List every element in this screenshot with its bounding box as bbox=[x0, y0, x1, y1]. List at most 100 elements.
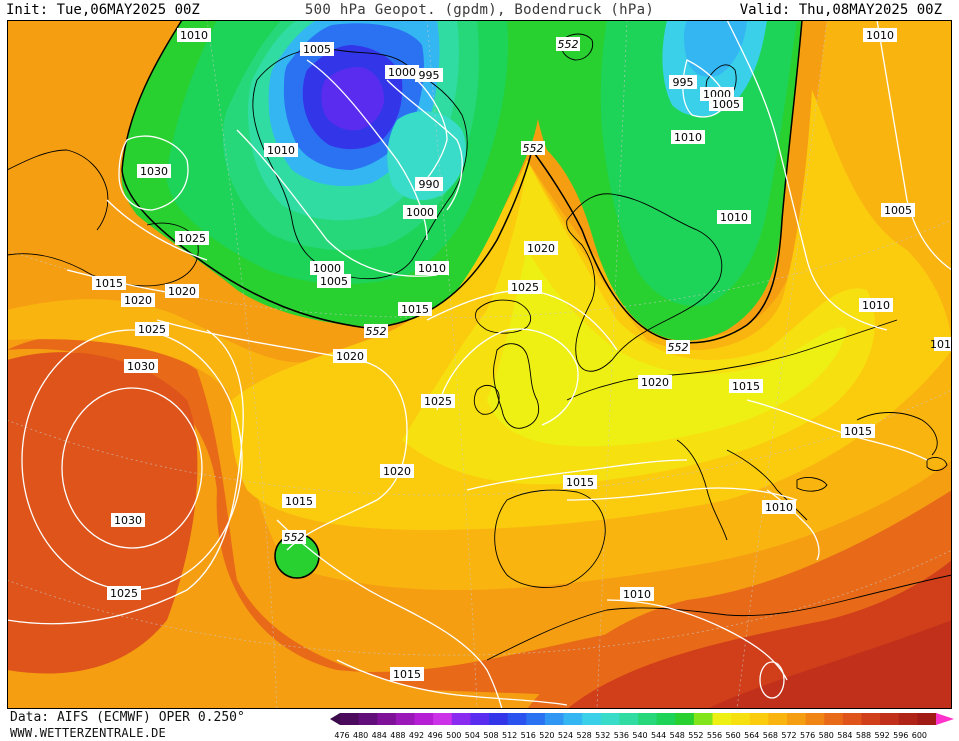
isobar-label-11: 1020 bbox=[121, 293, 155, 307]
colorbar-tick-label: 524 bbox=[558, 731, 573, 740]
colorbar-tick-label: 480 bbox=[353, 731, 368, 740]
isobar-label-20: 1020 bbox=[333, 349, 367, 363]
isobar-label-41: 1010 bbox=[930, 337, 952, 351]
svg-text:1020: 1020 bbox=[641, 376, 669, 389]
isobar-label-37: 1020 bbox=[638, 375, 672, 389]
colorbar-tick-label: 596 bbox=[893, 731, 908, 740]
colorbar-tick-label: 492 bbox=[409, 731, 424, 740]
colorbar-cell bbox=[451, 713, 471, 725]
isobar-label-1: 1010 bbox=[177, 28, 211, 42]
svg-text:1030: 1030 bbox=[127, 360, 155, 373]
valid-time-label: Valid: Thu,08MAY2025 00Z bbox=[739, 2, 942, 18]
coast-labrador bbox=[7, 149, 109, 231]
isobar-1020 bbox=[156, 319, 408, 551]
svg-text:1025: 1025 bbox=[178, 232, 206, 245]
coast-iberia bbox=[494, 489, 606, 588]
coast-europe bbox=[566, 319, 898, 401]
colorbar-tick-label: 476 bbox=[334, 731, 349, 740]
isobar-label-36: 1010 bbox=[717, 210, 751, 224]
isobar-1010-greece bbox=[766, 489, 820, 561]
isobar-label-14: 1000 bbox=[310, 261, 344, 275]
svg-text:1015: 1015 bbox=[95, 277, 123, 290]
colorbar-cell bbox=[861, 713, 881, 725]
isobar-label-4: 1000 bbox=[385, 65, 419, 79]
fill-548-east bbox=[600, 20, 797, 306]
isobar-label-29: 1010 bbox=[762, 500, 796, 514]
svg-text:1015: 1015 bbox=[393, 668, 421, 681]
isobar-1000-greenland bbox=[386, 79, 463, 211]
colorbar-over-arrow bbox=[936, 713, 954, 725]
isobar-label-13: 1025 bbox=[135, 322, 169, 336]
isobar-1015-africa bbox=[336, 659, 568, 706]
svg-text:1025: 1025 bbox=[511, 281, 539, 294]
svg-text:1010: 1010 bbox=[267, 144, 295, 157]
colorbar-cell bbox=[600, 713, 620, 725]
isobar-1030-labrador bbox=[118, 135, 189, 211]
colorbar-cell bbox=[731, 713, 751, 725]
colorbar-cell bbox=[712, 713, 732, 725]
colorbar-cell bbox=[582, 713, 602, 725]
svg-text:1015: 1015 bbox=[401, 303, 429, 316]
isobar-label-7: 990 bbox=[415, 177, 443, 191]
coast-africa bbox=[486, 574, 952, 661]
colorbar-tick-label: 552 bbox=[688, 731, 703, 740]
isobar-high-atlantic bbox=[61, 387, 203, 549]
colorbar-under-arrow bbox=[330, 713, 340, 725]
colorbar-tick-label: 580 bbox=[819, 731, 834, 740]
svg-text:552: 552 bbox=[668, 341, 689, 354]
svg-text:1005: 1005 bbox=[303, 43, 331, 56]
svg-text:552: 552 bbox=[523, 142, 544, 155]
colorbar-tick-label: 512 bbox=[502, 731, 517, 740]
svg-text:1000: 1000 bbox=[313, 262, 341, 275]
colorbar-cell bbox=[395, 713, 415, 725]
colorbar-tick-label: 484 bbox=[372, 731, 387, 740]
svg-text:1020: 1020 bbox=[383, 465, 411, 478]
colorbar-cell bbox=[544, 713, 564, 725]
svg-text:1010: 1010 bbox=[765, 501, 793, 514]
color-legend: 476 480 484 488 492 496 500 504 508 512 516 520 524 5… bbox=[330, 713, 954, 740]
colorbar-cell bbox=[842, 713, 862, 725]
colorbar-cell bbox=[917, 713, 937, 725]
fill-560 bbox=[487, 250, 847, 447]
colorbar-tick-label: 520 bbox=[539, 731, 554, 740]
geopot-label-3: 552 bbox=[364, 324, 388, 338]
svg-text:1025: 1025 bbox=[138, 323, 166, 336]
svg-text:1025: 1025 bbox=[424, 395, 452, 408]
svg-text:995: 995 bbox=[419, 69, 440, 82]
colorbar-tick-label: 540 bbox=[632, 731, 647, 740]
geopot-label-1: 552 bbox=[556, 37, 580, 51]
svg-text:1010: 1010 bbox=[180, 29, 208, 42]
isobar-label-2: 1005 bbox=[300, 42, 334, 56]
coast-cyprus bbox=[926, 457, 948, 471]
fill-cutoff-low bbox=[275, 534, 319, 578]
isobar-label-17: 1020 bbox=[524, 241, 558, 255]
isobar-label-40: 1010 bbox=[859, 298, 893, 312]
header-bar: Init: Tue,06MAY2025 00Z 500 hPa Geopot. … bbox=[0, 0, 959, 20]
svg-text:1005: 1005 bbox=[884, 204, 912, 217]
init-time-label: Init: Tue,06MAY2025 00Z bbox=[6, 2, 200, 18]
svg-text:1000: 1000 bbox=[406, 206, 434, 219]
isobar-label-32: 1005 bbox=[709, 97, 743, 111]
svg-text:1010: 1010 bbox=[862, 299, 890, 312]
isobar-label-6: 1010 bbox=[264, 143, 298, 157]
coast-ireland bbox=[473, 384, 500, 415]
coast-svalbard bbox=[560, 33, 594, 61]
isobar-label-3: 995 bbox=[415, 68, 443, 82]
data-source-label: Data: AIFS (ECMWF) OPER 0.250° bbox=[10, 710, 245, 725]
svg-text:1020: 1020 bbox=[336, 350, 364, 363]
colorbar-tick-label: 584 bbox=[837, 731, 852, 740]
isobar-label-18: 1025 bbox=[508, 280, 542, 294]
svg-text:1005: 1005 bbox=[320, 275, 348, 288]
colorbar-cell bbox=[340, 713, 360, 725]
geopotential-labels: 552 552 552 552 552 bbox=[282, 37, 690, 544]
isobar-label-10: 1015 bbox=[92, 276, 126, 290]
colorbar-tick-label: 564 bbox=[744, 731, 759, 740]
isobar-label-42: 1015 bbox=[841, 424, 875, 438]
isobar-africa-low bbox=[759, 661, 785, 699]
svg-text:1030: 1030 bbox=[114, 514, 142, 527]
website-label[interactable]: WWW.WETTERZENTRALE.DE bbox=[10, 726, 166, 740]
svg-text:1010: 1010 bbox=[866, 29, 894, 42]
isobar-label-27: 1015 bbox=[390, 667, 424, 681]
colorbar-tick-label: 516 bbox=[521, 731, 536, 740]
colorbar-tick-label: 532 bbox=[595, 731, 610, 740]
